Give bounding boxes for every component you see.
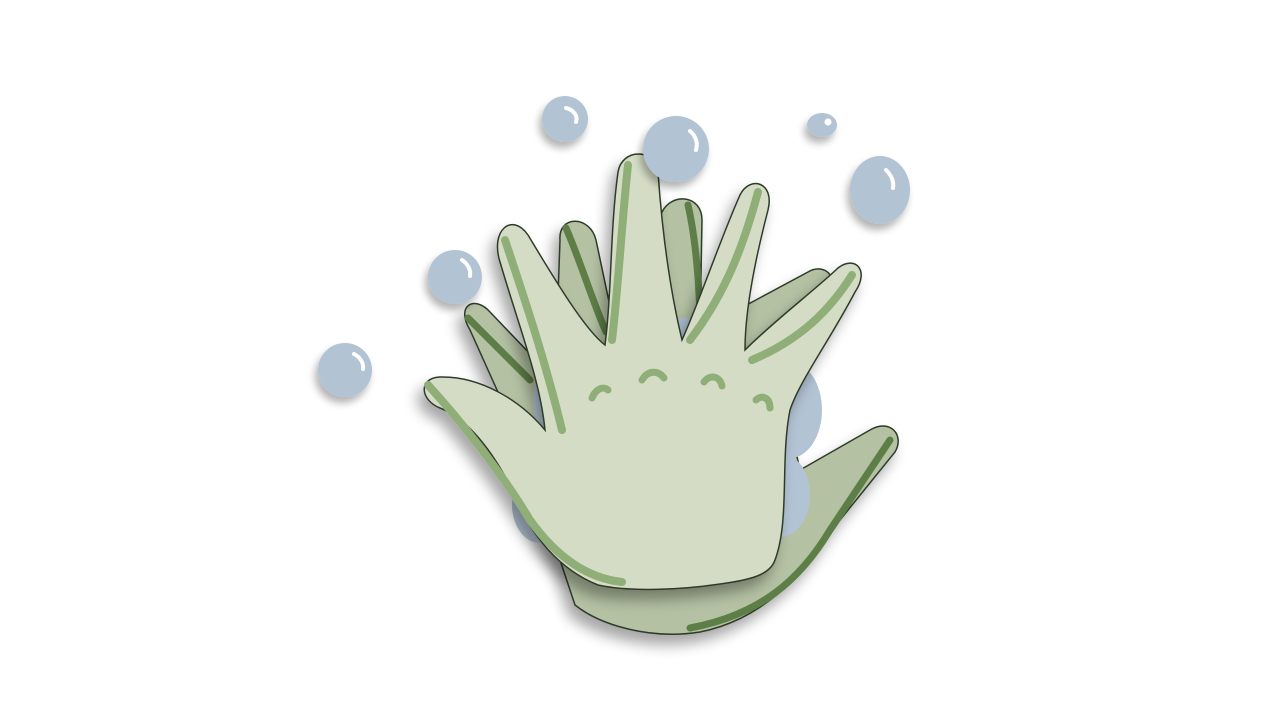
pinky-edge — [748, 271, 856, 364]
bubble — [318, 343, 372, 397]
front-hand-shape — [423, 153, 862, 591]
back-hand-finger-edge-3 — [464, 314, 534, 384]
front-hand — [423, 153, 862, 591]
bubble — [428, 250, 482, 304]
knuckle-mark — [752, 393, 774, 412]
back-hand-edge — [686, 436, 894, 632]
index-finger-edge — [501, 236, 566, 434]
floating-bubbles — [318, 96, 910, 397]
bubble — [643, 116, 709, 182]
ring-finger-edge — [686, 188, 762, 344]
bubble — [850, 156, 910, 224]
back-hand-finger-edge-1 — [562, 224, 610, 336]
knuckle-mark — [638, 368, 668, 384]
bubble — [542, 96, 588, 142]
thumb-edge — [424, 381, 626, 586]
knuckle-mark — [588, 384, 612, 402]
knuckle-mark — [700, 373, 726, 390]
middle-finger-edge — [608, 161, 632, 344]
bubble — [807, 113, 837, 137]
